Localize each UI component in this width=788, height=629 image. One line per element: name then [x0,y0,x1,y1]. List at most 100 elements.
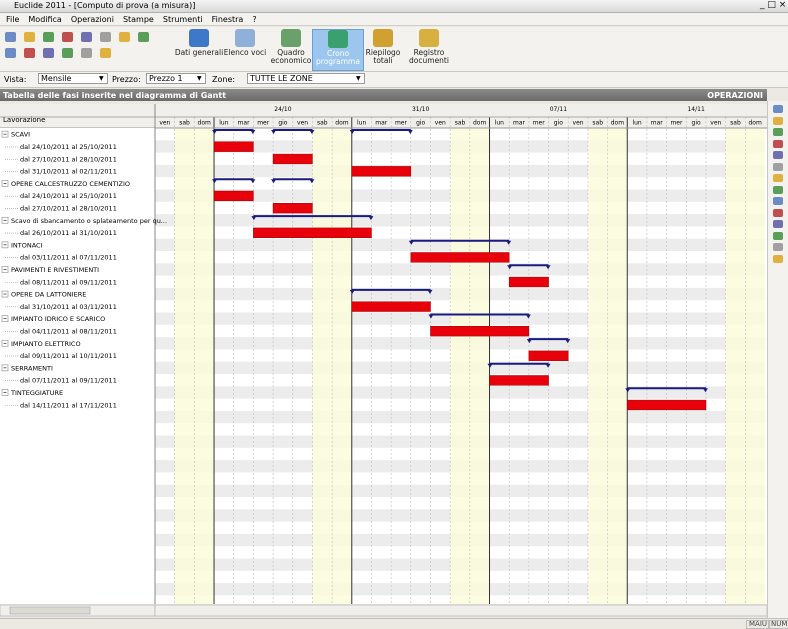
button-icon [235,29,255,47]
group-name[interactable]: OPERE CALCESTRUZZO CEMENTIZIO [11,180,130,188]
button-icon [281,29,301,47]
dropdown-arrow[interactable]: ▼ [99,75,104,82]
task-name[interactable]: dal 31/10/2011 al 02/11/2011 [20,168,117,176]
side-icon[interactable] [773,185,783,194]
side-icon[interactable] [773,128,783,136]
filter-dropdown[interactable]: TUTTE LE ZONE [247,73,365,84]
week-label: 24/10 [274,106,291,113]
side-icon[interactable] [773,105,783,113]
side-icon[interactable] [773,174,783,182]
tool-icon[interactable] [24,48,35,58]
side-icon[interactable] [773,139,783,148]
group-name[interactable]: Scavo di sbancamento o splateamento per … [11,217,167,225]
task-bar[interactable] [213,190,254,202]
side-icon[interactable] [773,231,783,240]
toolbar-button[interactable]: Riepilogo totali [358,29,408,69]
group-name[interactable]: PAVIMENTI E RIVESTIMENTI [11,266,99,274]
side-icon[interactable] [773,151,783,159]
group-name[interactable]: INTONACI [11,241,43,249]
menu-item[interactable]: Strumenti [162,14,203,24]
task-bar[interactable] [272,203,313,214]
task-bar[interactable] [213,141,254,152]
operations-menu[interactable]: OPERAZIONI [707,91,763,100]
task-name[interactable]: dal 03/11/2011 al 07/11/2011 [20,254,117,262]
task-bar[interactable] [351,301,431,312]
task-bar[interactable] [627,399,707,411]
window-controls[interactable]: _ □ × [760,0,787,10]
day-label: gio [692,120,701,127]
side-icon[interactable] [773,116,783,125]
task-bar[interactable] [351,166,412,177]
header-background [0,104,767,128]
menu-item[interactable]: Finestra [211,14,244,24]
task-list-panel [0,128,155,604]
task-name[interactable]: dal 27/10/2011 al 28/10/2011 [20,155,117,163]
tool-icon[interactable] [62,48,73,58]
side-icon[interactable] [773,220,783,228]
group-name[interactable]: SERRAMENTI [11,364,53,372]
h-scrollbar[interactable] [154,604,767,617]
side-icon[interactable] [773,254,783,263]
task-name[interactable]: dal 04/11/2011 al 08/11/2011 [20,327,117,335]
tool-icon[interactable] [119,32,130,42]
task-name[interactable]: dal 27/10/2011 al 28/10/2011 [20,204,117,212]
task-name[interactable]: dal 09/11/2011 al 10/11/2011 [20,352,117,360]
task-name[interactable]: dal 07/11/2011 al 09/11/2011 [20,377,117,385]
dropdown-arrow[interactable]: ▼ [197,75,202,82]
toolbar-button[interactable]: Registro documenti [404,29,454,69]
side-icon[interactable] [773,197,783,205]
group-name[interactable]: SCAVI [11,131,30,139]
day-label: ven [710,120,721,127]
task-bar[interactable] [253,227,372,238]
menu-item[interactable]: Modifica [28,14,62,24]
menu-item[interactable]: Operazioni [70,14,114,24]
toolbar-button[interactable]: Elenco voci [220,29,270,69]
group-name[interactable]: IMPIANTO IDRICO E SCARICO [11,315,105,323]
day-label: gio [278,120,287,127]
task-name[interactable]: dal 24/10/2011 al 25/10/2011 [20,143,117,151]
task-bar[interactable] [430,326,530,337]
weekend-column [312,128,333,604]
task-name[interactable]: dal 08/11/2011 al 09/11/2011 [20,278,117,286]
summary-marker [545,363,551,368]
tool-icon[interactable] [5,32,16,42]
weekend-column [725,128,746,604]
toolbar-button[interactable]: Crono programma [312,29,364,71]
group-name[interactable]: IMPIANTO ELETTRICO [11,340,81,348]
menu-item[interactable]: ? [252,14,257,24]
group-name[interactable]: TINTEGGIATURE [10,389,63,397]
summary-marker [427,289,433,294]
filter-dropdown[interactable]: Prezzo 1 [146,73,206,84]
toolbar-button[interactable]: Quadro economico [266,29,316,69]
day-label: gio [554,120,563,127]
task-name[interactable]: dal 14/11/2011 al 17/11/2011 [20,401,117,409]
tool-icon[interactable] [62,32,73,42]
menu-item[interactable]: File [6,14,20,24]
task-name[interactable]: dal 26/10/2011 al 31/10/2011 [20,229,117,237]
tool-icon[interactable] [43,48,54,58]
filter-dropdown[interactable]: Mensile [38,73,108,84]
task-bar[interactable] [272,153,313,165]
tool-icon[interactable] [24,32,35,42]
tool-icon[interactable] [43,32,54,42]
menu-item[interactable]: Stampe [122,14,154,24]
scroll-thumb[interactable] [9,606,91,615]
task-bar[interactable] [410,252,510,263]
tool-icon[interactable] [100,48,111,58]
task-bar[interactable] [508,276,549,288]
tool-icon[interactable] [100,32,111,42]
tool-icon[interactable] [81,48,92,58]
task-name[interactable]: dal 31/10/2011 al 03/11/2011 [20,303,117,311]
tool-icon[interactable] [138,32,149,42]
side-icon[interactable] [773,243,783,251]
task-name[interactable]: dal 24/10/2011 al 25/10/2011 [20,192,117,200]
side-icon[interactable] [773,162,783,171]
dropdown-arrow[interactable]: ▼ [356,75,361,82]
toolbar-button[interactable]: Dati generali [174,29,224,69]
task-bar[interactable] [528,350,569,361]
tool-icon[interactable] [5,48,16,58]
task-bar[interactable] [489,375,549,386]
group-name[interactable]: OPERE DA LATTONIERE [11,291,86,299]
side-icon[interactable] [773,208,783,217]
tool-icon[interactable] [81,32,92,42]
